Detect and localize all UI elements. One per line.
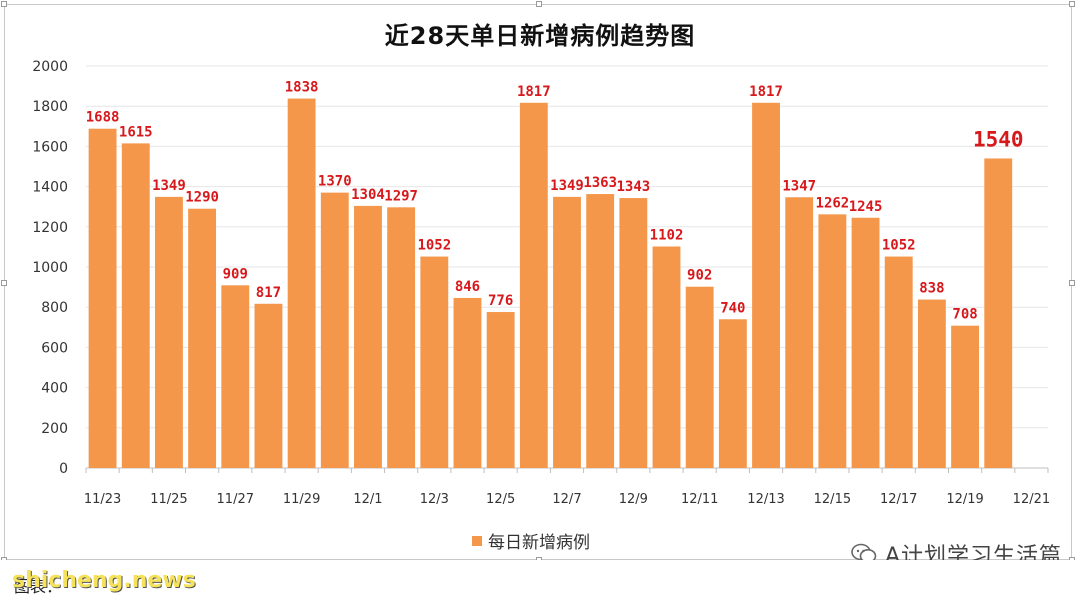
- legend-label: 每日新增病例: [488, 533, 590, 553]
- bar: [453, 297, 482, 468]
- bar: [188, 208, 217, 468]
- data-label: 817: [256, 285, 281, 301]
- y-tick-label: 200: [41, 421, 68, 437]
- x-tick-label: 11/27: [217, 492, 254, 507]
- legend-swatch: [472, 535, 482, 546]
- bar: [486, 312, 515, 468]
- bar: [851, 217, 880, 468]
- data-label: 1052: [417, 238, 451, 254]
- data-label: 1370: [318, 174, 352, 190]
- data-label: 708: [952, 307, 977, 323]
- data-label: 776: [488, 293, 513, 309]
- bar: [619, 198, 648, 468]
- x-tick-label: 11/25: [150, 492, 187, 507]
- bar: [88, 128, 117, 468]
- data-label: 1262: [816, 195, 850, 211]
- data-label: 1349: [550, 178, 584, 194]
- bar: [752, 102, 780, 469]
- data-label: 1343: [616, 179, 650, 195]
- y-tick-label: 1800: [32, 99, 68, 115]
- data-label: 1540: [973, 127, 1024, 151]
- x-tick-label: 12/7: [552, 492, 581, 507]
- site-watermark: shicheng.news: [12, 568, 196, 593]
- bar: [287, 98, 316, 468]
- bar: [254, 303, 283, 468]
- y-tick-label: 2000: [32, 59, 68, 75]
- y-tick-label: 1600: [32, 139, 68, 155]
- bar-chart: 0 200 400 600 800 1000 1200 1400 1600 1800 2000 168…: [32, 59, 1050, 507]
- bar: [121, 143, 150, 468]
- bar: [519, 102, 548, 469]
- data-label: 1052: [882, 238, 916, 254]
- bar: [652, 246, 681, 468]
- bar: [951, 325, 980, 468]
- bar: [785, 197, 814, 469]
- x-tick-label: 12/21: [1013, 492, 1050, 507]
- y-tick-label: 1200: [32, 220, 68, 236]
- data-label: 1838: [285, 80, 319, 96]
- x-tick-label: 11/29: [283, 492, 320, 507]
- data-label: 909: [223, 266, 248, 282]
- wechat-icon: [851, 543, 877, 565]
- bar: [420, 256, 449, 468]
- bar: [354, 205, 382, 468]
- data-label: 1245: [849, 199, 883, 215]
- data-label: 1304: [351, 187, 385, 203]
- data-label: 1102: [650, 227, 684, 243]
- chart-title: 近28天单日新增病例趋势图: [384, 22, 696, 50]
- y-tick-label: 1000: [32, 260, 68, 276]
- data-label: 1347: [782, 178, 816, 194]
- data-label: 1290: [185, 190, 219, 206]
- data-label: 838: [919, 281, 944, 297]
- resize-handle-top[interactable]: [536, 1, 542, 7]
- data-label: 902: [687, 268, 712, 284]
- bar: [387, 207, 416, 469]
- footer: 图表： shicheng.news: [0, 560, 1080, 604]
- data-label: 846: [455, 279, 480, 295]
- data-label: 1349: [152, 178, 186, 194]
- bar: [718, 319, 747, 468]
- legend: 每日新增病例: [472, 528, 590, 553]
- x-tick-label: 12/5: [486, 492, 515, 507]
- x-tick-label: 12/1: [353, 492, 382, 507]
- x-tick-label: 11/23: [84, 492, 121, 507]
- resize-handle-left[interactable]: [1, 280, 7, 286]
- y-tick-label: 600: [41, 340, 68, 356]
- resize-handle-top-left[interactable]: [1, 1, 7, 7]
- bar: [818, 214, 847, 468]
- bar: [154, 196, 183, 468]
- bar: [685, 286, 714, 468]
- resize-handle-right[interactable]: [1069, 280, 1075, 286]
- resize-handle-top-right[interactable]: [1069, 1, 1075, 7]
- x-tick-label: 12/19: [946, 492, 983, 507]
- data-label: 1688: [86, 110, 120, 126]
- y-tick-label: 400: [41, 381, 68, 397]
- x-tick-label: 12/3: [420, 492, 449, 507]
- data-label: 1363: [583, 175, 617, 191]
- data-label: 1297: [384, 188, 418, 204]
- y-tick-label: 0: [59, 461, 68, 477]
- bar: [320, 192, 349, 468]
- data-label: 1817: [517, 84, 551, 100]
- x-tick-label: 12/15: [814, 492, 851, 507]
- x-tick-label: 12/11: [681, 492, 718, 507]
- data-label: 1817: [749, 84, 783, 100]
- y-tick-label: 800: [41, 300, 68, 316]
- y-tick-label: 1400: [32, 180, 68, 196]
- x-tick-label: 12/13: [747, 492, 784, 507]
- x-tick-label: 12/17: [880, 492, 917, 507]
- bar: [221, 285, 250, 468]
- bar: [984, 158, 1013, 468]
- chart-credit: 图表：: [14, 577, 63, 596]
- bar: [586, 194, 615, 469]
- bar: [884, 256, 913, 468]
- x-tick-label: 12/9: [619, 492, 648, 507]
- bar: [917, 299, 946, 468]
- data-label: 740: [720, 300, 745, 316]
- bar: [553, 196, 581, 468]
- data-label: 1615: [119, 124, 153, 140]
